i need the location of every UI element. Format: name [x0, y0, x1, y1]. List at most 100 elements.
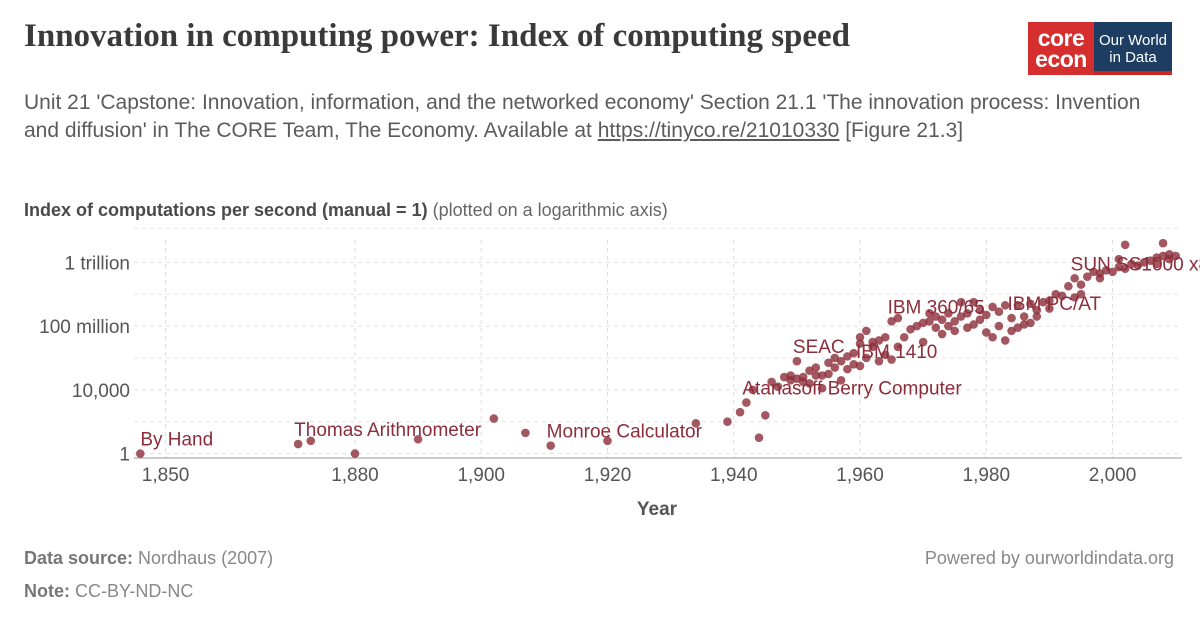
data-point: [350, 449, 360, 458]
data-point: [937, 329, 947, 339]
data-point: [754, 433, 764, 442]
data-point: [893, 313, 903, 323]
data-point: [1083, 272, 1092, 281]
data-point: [767, 377, 776, 387]
data-point: [969, 297, 978, 307]
data-point: [1032, 305, 1042, 315]
data-point: [956, 297, 966, 307]
data-point: [830, 363, 840, 372]
data-source-label: Data source:: [24, 548, 134, 568]
data-source-value: Nordhaus (2007): [133, 548, 274, 568]
data-point: [1070, 273, 1079, 283]
data-point: [1045, 296, 1054, 305]
data-point: [981, 310, 991, 320]
data-point: [1045, 304, 1054, 313]
data-point: [855, 332, 865, 342]
data-point: [880, 350, 890, 360]
data-point: [293, 439, 303, 449]
data-point: [969, 320, 978, 329]
data-point: [975, 315, 985, 325]
data-point: [1076, 280, 1086, 289]
powered-by-link[interactable]: Powered by ourworldindata.org: [924, 548, 1174, 568]
y-tick-label: 100 million: [39, 317, 130, 338]
data-point: [691, 419, 701, 428]
owid-logo-line2: in Data: [1109, 48, 1157, 66]
y-axis-title-strong: Index of computations per second (manual…: [24, 200, 428, 220]
data-point: [748, 385, 757, 395]
data-point: [975, 305, 985, 315]
chart-subtitle: Unit 21 'Capstone: Innovation, informati…: [24, 89, 1174, 145]
logo[interactable]: core econ Our World in Data: [1028, 22, 1172, 75]
point-annotation-label: By Hand: [140, 430, 213, 451]
data-point: [773, 382, 783, 391]
point-annotation-label: SUN SS1000 x8: [1071, 254, 1200, 275]
data-point: [489, 414, 499, 423]
data-point: [603, 436, 612, 446]
x-tick-label: 1,900: [457, 465, 505, 486]
data-point: [1095, 273, 1105, 283]
data-point: [836, 356, 846, 366]
data-point: [950, 316, 960, 326]
point-annotations: By Hand Thomas Arithmometer Monroe Calcula…: [140, 254, 1200, 450]
data-point: [1152, 259, 1162, 269]
data-point: [413, 434, 423, 444]
data-point: [988, 302, 997, 312]
subtitle-text: Unit 21 'Capstone: Innovation, informati…: [24, 91, 1141, 142]
data-point: [1171, 251, 1180, 261]
data-point: [849, 348, 859, 358]
data-point: [836, 375, 846, 385]
core-logo-line2: econ: [1035, 45, 1087, 72]
data-point: [792, 356, 802, 366]
subtitle-suffix: [Figure 21.3]: [839, 119, 964, 142]
y-tick-label: 1 trillion: [65, 253, 130, 274]
data-point: [1013, 301, 1023, 310]
source-link[interactable]: https://tinyco.re/21010330: [597, 119, 840, 142]
data-point: [1000, 301, 1010, 310]
y-axis-title: Index of computations per second (manual…: [24, 200, 668, 221]
data-point: [843, 364, 852, 374]
data-point: [1057, 291, 1067, 301]
data-point: [862, 353, 871, 363]
data-point: [723, 417, 732, 427]
data-points: [136, 238, 1180, 458]
data-point: [887, 355, 896, 364]
data-point: [1108, 267, 1117, 277]
data-point: [880, 332, 890, 342]
owid-logo-bar: [1094, 71, 1172, 75]
data-point: [1120, 240, 1130, 250]
data-point: [824, 369, 833, 379]
point-annotation-label: Thomas Arithmometer: [294, 420, 482, 441]
x-tick-label: 1,850: [142, 465, 190, 486]
owid-logo: Our World in Data: [1094, 22, 1172, 75]
point-annotation-label: SEAC: [793, 337, 845, 358]
data-point: [893, 342, 903, 352]
x-tick-label: 2,000: [1089, 465, 1137, 486]
data-point: [1064, 281, 1073, 291]
data-source: Data source: Nordhaus (2007): [24, 548, 273, 569]
data-point: [944, 309, 953, 318]
point-annotation-label: Atanasoff Berry Computer: [742, 379, 962, 400]
data-point: [1000, 336, 1010, 345]
data-point: [944, 321, 953, 331]
y-axis-title-note: (plotted on a logarithmic axis): [427, 200, 668, 220]
y-tick-label: 1: [119, 445, 130, 466]
core-logo-line1: core: [1037, 24, 1085, 51]
data-point: [981, 328, 991, 337]
data-point: [1026, 299, 1035, 309]
note: Note: CC-BY-ND-NC: [24, 581, 193, 602]
x-tick-label: 1,980: [963, 465, 1011, 486]
point-annotation-label: IBM 360/65: [888, 297, 985, 318]
data-point: [761, 411, 770, 420]
y-tick-labels: 1 10,000 100 million 1 trillion: [39, 253, 130, 465]
x-tick-label: 1,920: [584, 465, 632, 486]
data-point: [811, 371, 821, 380]
note-value: CC-BY-ND-NC: [70, 581, 194, 601]
y-tick-label: 10,000: [72, 381, 130, 402]
point-annotation-label: Monroe Calculator: [547, 422, 703, 443]
data-point: [742, 398, 751, 407]
data-point: [1026, 318, 1035, 328]
data-point: [950, 326, 960, 336]
chart-title: Innovation in computing power: Index of …: [24, 18, 851, 54]
data-point: [918, 337, 928, 347]
x-tick-label: 1,960: [836, 465, 884, 486]
